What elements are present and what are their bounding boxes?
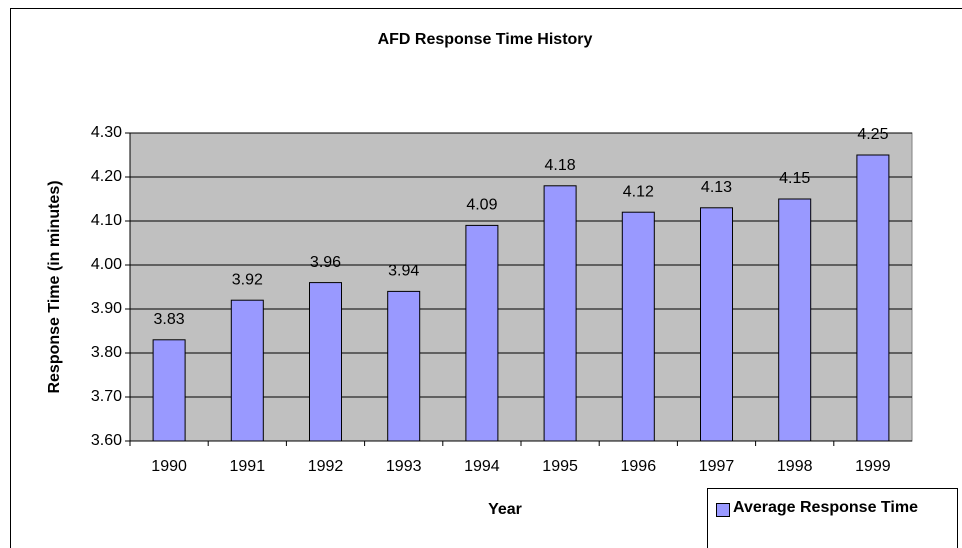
y-tick-label: 3.80: [91, 344, 122, 361]
x-tick-label: 1994: [464, 458, 500, 475]
x-axis-label: Year: [488, 501, 522, 518]
data-label: 4.18: [545, 157, 576, 174]
bar: [700, 207, 733, 442]
bar: [230, 299, 264, 442]
data-label: 4.12: [623, 183, 654, 200]
bar: [543, 185, 577, 442]
data-label: 4.13: [701, 179, 732, 196]
y-tick-label: 3.70: [91, 388, 122, 405]
y-tick-label: 4.20: [91, 168, 122, 185]
data-label: 4.09: [466, 197, 497, 214]
y-tick-label: 3.60: [91, 432, 122, 449]
data-label: 3.83: [154, 311, 185, 328]
data-label: 3.94: [388, 263, 419, 280]
data-label: 3.92: [232, 271, 263, 288]
y-tick-label: 4.10: [91, 212, 122, 229]
x-tick-label: 1999: [855, 458, 891, 475]
legend-swatch: [716, 503, 730, 517]
x-tick-label: 1990: [151, 458, 187, 475]
x-tick-label: 1995: [542, 458, 578, 475]
data-label: 4.15: [779, 170, 810, 187]
legend: Average Response Time: [707, 488, 958, 548]
y-axis-label: Response Time (in minutes): [46, 180, 63, 393]
bar: [621, 211, 655, 442]
legend-label: Average Response Time: [733, 499, 918, 516]
bar: [856, 154, 890, 442]
data-label: 3.96: [310, 254, 341, 271]
y-tick-label: 4.00: [91, 256, 122, 273]
bar: [465, 224, 499, 442]
bar: [309, 282, 342, 442]
data-label: 4.25: [857, 126, 888, 143]
x-tick-label: 1993: [386, 458, 422, 475]
x-tick-label: 1998: [777, 458, 813, 475]
y-tick-label: 4.30: [91, 124, 122, 141]
x-tick-label: 1992: [308, 458, 344, 475]
x-tick-label: 1991: [230, 458, 266, 475]
bar: [152, 339, 186, 442]
chart-title: AFD Response Time History: [378, 31, 593, 48]
x-tick-label: 1997: [699, 458, 735, 475]
x-tick-label: 1996: [621, 458, 657, 475]
bar: [387, 290, 421, 442]
bar: [778, 198, 812, 442]
y-tick-label: 3.90: [91, 300, 122, 317]
